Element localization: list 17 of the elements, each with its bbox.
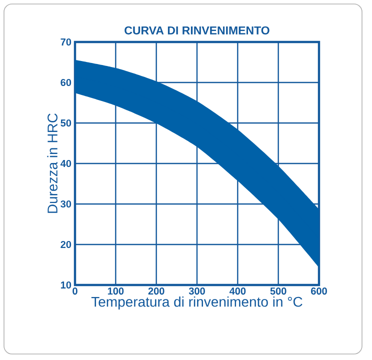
- x-tick-label: 500: [270, 288, 286, 295]
- x-tick-label: 600: [311, 288, 327, 295]
- y-axis-title: Durezza in HRC: [47, 113, 58, 213]
- chart-title: CURVA DI RINVENIMENTO: [124, 26, 270, 34]
- x-tick-label: 400: [229, 288, 246, 295]
- x-tick-label: 100: [108, 288, 124, 295]
- y-tick-label: 10: [60, 281, 72, 289]
- y-tick-label: 30: [60, 200, 72, 208]
- x-tick-label: 300: [188, 288, 205, 295]
- y-tick-label: 40: [60, 160, 72, 168]
- y-tick-label: 60: [60, 78, 72, 86]
- y-tick-label: 20: [60, 240, 72, 248]
- x-axis-title: Temperatura di rinvenimento in °C: [91, 296, 302, 310]
- x-tick-label: 200: [148, 288, 164, 295]
- x-tick-label: 0: [72, 288, 78, 295]
- y-tick-label: 50: [60, 119, 72, 127]
- y-tick-label: 70: [60, 38, 72, 46]
